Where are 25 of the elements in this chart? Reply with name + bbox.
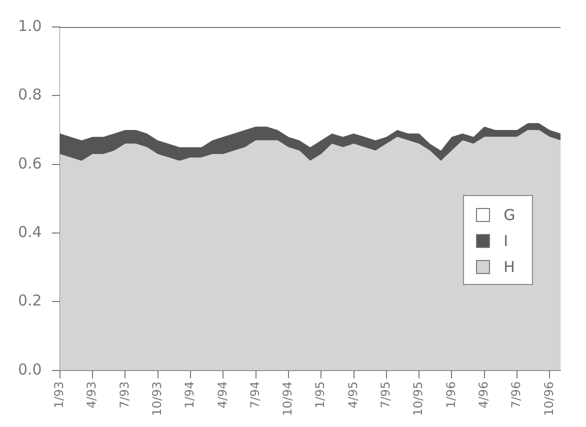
x-tick-label: 7/93 [117, 381, 132, 408]
legend-label: G [504, 206, 516, 224]
x-tick-label: 1/93 [52, 381, 66, 408]
y-tick-label: 0.4 [18, 222, 42, 241]
x-tick-label: 4/95 [346, 381, 360, 408]
y-tick-label: 0.2 [18, 292, 42, 310]
legend-label: I [504, 232, 508, 250]
x-tick-label: 10/93 [150, 381, 164, 416]
x-tick-label: 7/94 [248, 381, 262, 408]
x-tick-label: 1/94 [182, 381, 197, 408]
x-tick-label: 1/95 [313, 381, 328, 408]
y-tick-label: 0.6 [18, 154, 42, 172]
x-tick-label: 10/94 [280, 381, 295, 416]
x-tick-label: 4/93 [84, 381, 99, 408]
x-tick-label: 7/95 [378, 381, 393, 408]
y-tick-label: 0.0 [18, 360, 42, 378]
y-tick-label: 1.0 [18, 16, 42, 35]
x-tick-label: 7/96 [509, 381, 524, 408]
x-tick-label: 1/96 [444, 381, 458, 408]
x-tick-label: 4/94 [215, 381, 230, 408]
x-tick-label: 4/96 [476, 381, 491, 408]
x-tick-label: 10/96 [542, 381, 556, 416]
x-tick-label: 10/95 [411, 381, 426, 416]
series-label: H [504, 258, 515, 276]
y-tick-label: 0.8 [18, 86, 42, 104]
